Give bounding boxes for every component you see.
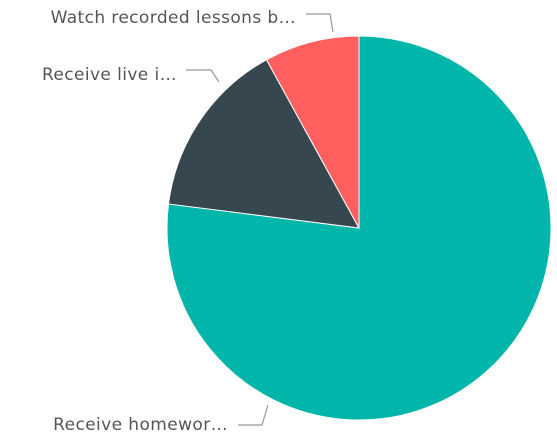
pie-slice-2[interactable] <box>167 59 360 229</box>
leader-line-3 <box>306 13 334 33</box>
leader-line-2 <box>186 69 220 83</box>
leader-line-1 <box>238 404 269 426</box>
slice-label-1: Receive homewor… <box>53 415 228 435</box>
slice-labels: Receive homewor… Receive live i… Watch rec… <box>42 8 296 435</box>
pie-slices <box>166 35 552 421</box>
leader-lines <box>186 13 334 426</box>
slice-label-3: Watch recorded lessons b… <box>51 8 296 28</box>
pie-slice-1[interactable] <box>166 35 552 421</box>
slice-label-2: Receive live i… <box>42 65 177 85</box>
pie-slice-3[interactable] <box>265 35 360 229</box>
